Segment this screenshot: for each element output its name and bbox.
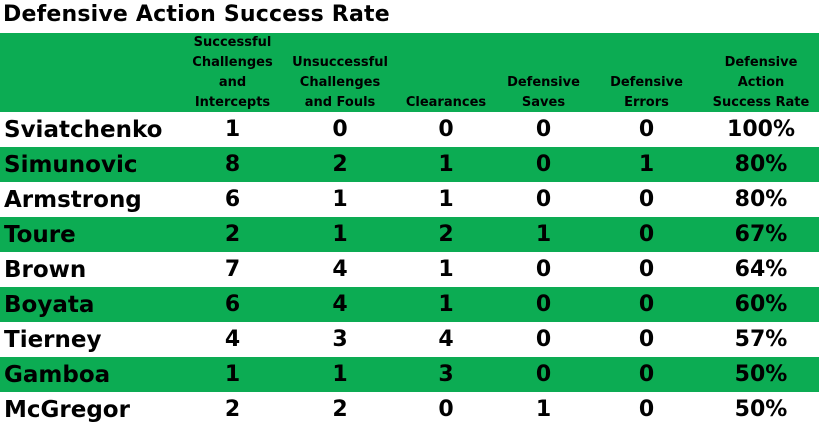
- header-cell-successful-challenges: Successful Challenges and Intercepts: [192, 35, 273, 110]
- player-name-cell: Brown: [4, 256, 87, 283]
- stat-cell: 0: [438, 117, 454, 142]
- stat-cell: 0: [535, 257, 552, 282]
- header-cell-defensive-saves: Defensive Saves: [507, 75, 580, 110]
- player-name-cell: Gamboa: [4, 361, 111, 388]
- table-row: Gamboa 1 1 3 0 0 50%: [0, 357, 819, 392]
- header-cell-clearances: Clearances: [405, 95, 487, 110]
- table-row: Toure 2 1 2 1 0 67%: [0, 217, 819, 252]
- player-name-cell: Toure: [4, 221, 76, 248]
- stat-cell: 0: [535, 327, 552, 352]
- table-row: Brown 7 4 1 0 0 64%: [0, 252, 819, 287]
- table-row: McGregor 2 2 0 1 0 50%: [0, 392, 819, 427]
- page-title: Defensive Action Success Rate: [3, 2, 390, 27]
- player-name-cell: Boyata: [4, 291, 95, 318]
- stat-cell: 0: [638, 117, 655, 142]
- success-rate-cell: 64%: [734, 257, 788, 282]
- stat-cell: 0: [535, 362, 552, 387]
- table-row: Sviatchenko 1 0 0 0 0 100%: [0, 112, 819, 147]
- stat-cell: 2: [224, 222, 241, 247]
- stat-cell: 0: [638, 362, 655, 387]
- stat-cell: 2: [332, 397, 348, 422]
- stat-cell: 2: [332, 152, 348, 177]
- success-rate-cell: 57%: [734, 327, 788, 352]
- stat-cell: 0: [535, 187, 552, 212]
- success-rate-cell: 80%: [734, 187, 788, 212]
- stat-cell: 1: [438, 257, 454, 282]
- stat-cell: 1: [438, 187, 454, 212]
- table-row: Armstrong 6 1 1 0 0 80%: [0, 182, 819, 217]
- stat-cell: 1: [332, 362, 348, 387]
- stat-cell: 1: [535, 222, 552, 247]
- success-rate-cell: 60%: [734, 292, 788, 317]
- stat-cell: 4: [332, 257, 348, 282]
- stat-cell: 3: [438, 362, 454, 387]
- table-row: Boyata 6 4 1 0 0 60%: [0, 287, 819, 322]
- header-cell-defensive-errors: Defensive Errors: [610, 75, 683, 110]
- stat-cell: 1: [224, 362, 241, 387]
- header-cell-success-rate: Defensive Action Success Rate: [712, 55, 810, 110]
- player-name-cell: Simunovic: [4, 151, 138, 178]
- stat-cell: 0: [438, 397, 454, 422]
- stat-cell: 1: [438, 152, 454, 177]
- stat-cell: 2: [224, 397, 241, 422]
- stat-cell: 6: [224, 292, 241, 317]
- stat-cell: 0: [638, 292, 655, 317]
- stat-cell: 7: [224, 257, 241, 282]
- stat-cell: 1: [535, 397, 552, 422]
- stat-cell: 0: [535, 292, 552, 317]
- stat-cell: 0: [638, 397, 655, 422]
- success-rate-cell: 50%: [734, 362, 788, 387]
- stat-cell: 0: [638, 257, 655, 282]
- stat-cell: 0: [535, 152, 552, 177]
- player-name-cell: McGregor: [4, 396, 130, 423]
- stat-cell: 1: [638, 152, 655, 177]
- table-row: Tierney 4 3 4 0 0 57%: [0, 322, 819, 357]
- header-cell-unsuccessful-challenges: Unsuccessful Challenges and Fouls: [292, 55, 388, 110]
- stat-cell: 4: [332, 292, 348, 317]
- stat-cell: 1: [224, 117, 241, 142]
- stat-cell: 0: [535, 117, 552, 142]
- stat-cell: 1: [438, 292, 454, 317]
- table-row: Simunovic 8 2 1 0 1 80%: [0, 147, 819, 182]
- success-rate-cell: 50%: [734, 397, 788, 422]
- stat-cell: 6: [224, 187, 241, 212]
- stat-cell: 0: [638, 222, 655, 247]
- table-body: Sviatchenko 1 0 0 0 0 100% Simunovic 8 2 1 0 1 80% Arm…: [0, 112, 819, 427]
- player-name-cell: Armstrong: [4, 186, 142, 213]
- success-rate-cell: 100%: [727, 117, 795, 142]
- player-name-cell: Tierney: [4, 326, 102, 353]
- stat-cell: 8: [224, 152, 241, 177]
- stat-cell: 0: [332, 117, 348, 142]
- player-name-cell: Sviatchenko: [4, 116, 163, 143]
- table-header-row: Successful Challenges and Intercepts Uns…: [0, 33, 819, 112]
- stat-cell: 2: [438, 222, 454, 247]
- success-rate-cell: 80%: [734, 152, 788, 177]
- stat-cell: 3: [332, 327, 348, 352]
- stat-cell: 4: [224, 327, 241, 352]
- stat-cell: 4: [438, 327, 454, 352]
- stat-cell: 0: [638, 187, 655, 212]
- stat-cell: 1: [332, 187, 348, 212]
- stat-cell: 1: [332, 222, 348, 247]
- success-rate-cell: 67%: [734, 222, 788, 247]
- stat-cell: 0: [638, 327, 655, 352]
